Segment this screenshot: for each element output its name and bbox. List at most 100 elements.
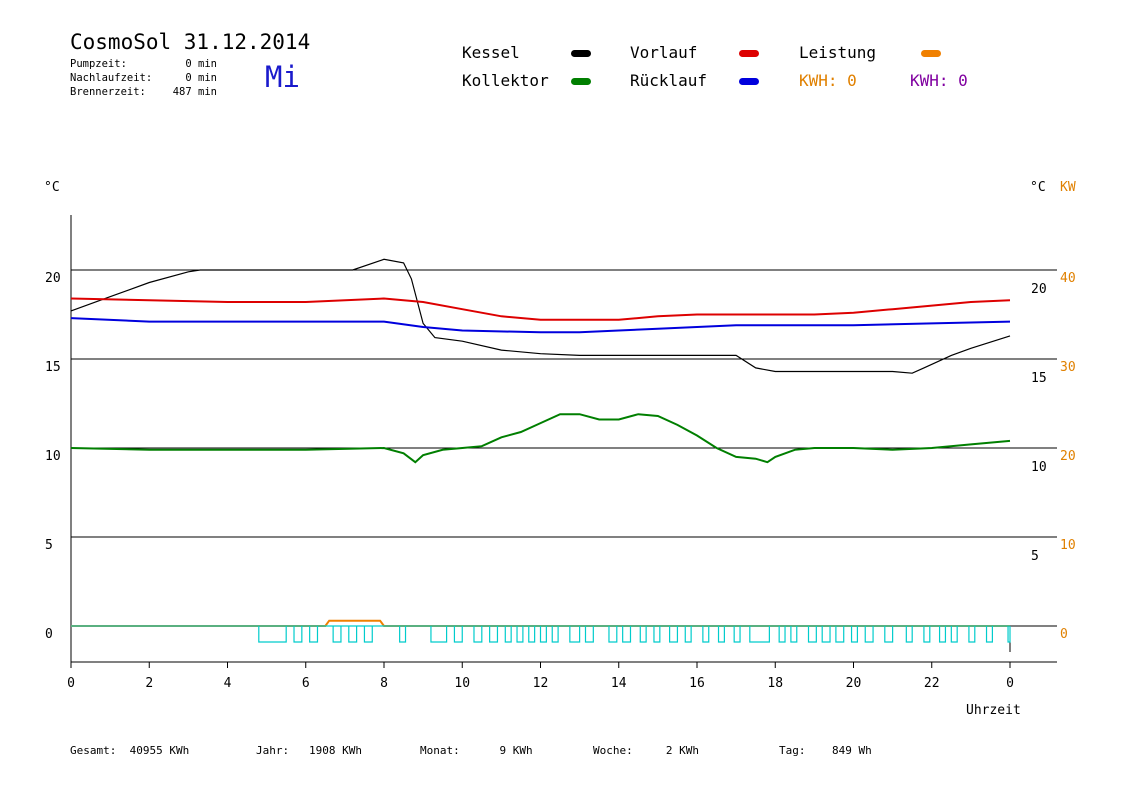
- pump-pulse: [653, 626, 661, 643]
- series-rcklauf: [70, 317, 1011, 334]
- series-vorlauf: [70, 297, 1011, 321]
- pump-pulse: [938, 626, 947, 643]
- pump-pulse: [790, 626, 798, 643]
- pump-pulse: [968, 626, 976, 643]
- pump-pulse: [639, 626, 647, 643]
- stat-nachlaufzeit-value: 0 min: [185, 72, 217, 84]
- pump-pulse: [348, 626, 358, 643]
- pump-pulse: [778, 626, 786, 643]
- legend-vorlauf-swatch: [739, 50, 759, 57]
- y-tick-kw: 20: [1060, 449, 1076, 464]
- temperature-chart: 0 2 4 6 8 10 12 14 16 18 20 22 0 0 5 10 15 20 5 10 15 20 0 10 20…: [44, 180, 1076, 718]
- pump-pulse: [821, 626, 831, 643]
- x-tick-label: 22: [924, 676, 940, 691]
- pump-pulse: [293, 626, 303, 643]
- legend-kollektor-swatch: [571, 78, 591, 85]
- series-kessel: [70, 258, 1011, 374]
- y-axis-label-right: °C: [1030, 180, 1046, 195]
- y-tick-kw: 30: [1060, 360, 1076, 375]
- y-tick-right: 15: [1031, 371, 1047, 386]
- pump-pulse: [950, 626, 958, 643]
- pump-pulse: [749, 626, 770, 643]
- legend-kessel-swatch: [571, 50, 591, 57]
- y-tick-left: 15: [45, 360, 61, 375]
- legend-kessel-label: Kessel: [462, 43, 520, 62]
- pump-pulse: [569, 626, 581, 643]
- legend-leistung-swatch: [921, 50, 941, 57]
- series-leistung: [71, 619, 1010, 627]
- y-axis-label-kw: KW: [1060, 180, 1076, 195]
- x-tick-label: 16: [689, 676, 705, 691]
- pump-pulse: [905, 626, 913, 643]
- footer-monat: Monat: 9 KWh: [420, 744, 533, 757]
- pump-pulse: [850, 626, 859, 643]
- x-tick-label: 0: [1006, 676, 1014, 691]
- pump-pulse: [985, 626, 993, 643]
- series-lines: [70, 258, 1011, 627]
- x-tick-label: 14: [611, 676, 627, 691]
- y-tick-left: 20: [45, 271, 61, 286]
- x-axis-label: Uhrzeit: [966, 703, 1021, 718]
- pump-pulse: [258, 626, 287, 643]
- y-tick-kw: 0: [1060, 627, 1068, 642]
- y-tick-right: 10: [1031, 460, 1047, 475]
- x-tick-label: 6: [302, 676, 310, 691]
- y-axis-label-left: °C: [44, 180, 60, 195]
- pump-pulse: [528, 626, 536, 643]
- stat-pumpzeit-value: 0 min: [185, 58, 217, 70]
- pump-pulse: [363, 626, 373, 643]
- pump-pulse: [884, 626, 894, 643]
- pump-pulse: [807, 626, 817, 643]
- stat-pumpzeit-label: Pumpzeit:: [70, 58, 127, 70]
- pump-pulse: [717, 626, 725, 643]
- legend-leistung-label: Leistung: [799, 43, 877, 62]
- x-tick-label: 18: [767, 676, 783, 691]
- legend-ruecklauf-swatch: [739, 78, 759, 85]
- legend-kwh-orange: KWH: 0: [799, 71, 857, 90]
- y-tick-kw: 10: [1060, 538, 1076, 553]
- x-tick-label: 8: [380, 676, 388, 691]
- x-tick-label: 4: [224, 676, 232, 691]
- pump-pulse: [835, 626, 845, 643]
- x-tick-label: 2: [145, 676, 153, 691]
- y-tick-left: 0: [45, 627, 53, 642]
- y-tick-kw: 40: [1060, 271, 1076, 286]
- footer-jahr: Jahr: 1908 KWh: [256, 744, 362, 757]
- pump-pulse: [309, 626, 319, 643]
- pump-pulse: [584, 626, 594, 643]
- legend-kollektor-label: Kollektor: [462, 71, 549, 90]
- pump-pulse: [669, 626, 679, 643]
- pump-pulse: [489, 626, 499, 643]
- pump-pulse: [622, 626, 632, 643]
- series-kollektor: [70, 413, 1011, 464]
- pump-pulse: [684, 626, 692, 643]
- legend-vorlauf-label: Vorlauf: [630, 43, 698, 62]
- pump-pulse: [733, 626, 741, 643]
- stat-nachlaufzeit-label: Nachlaufzeit:: [70, 72, 153, 84]
- pump-pulse: [608, 626, 618, 643]
- axes: [70, 215, 1057, 668]
- pump-pulse: [702, 626, 710, 643]
- pump-pulse: [551, 626, 559, 643]
- pump-pulse: [1007, 626, 1011, 643]
- pump-pulse: [399, 626, 407, 643]
- x-tick-label: 0: [67, 676, 75, 691]
- pump-pulse: [332, 626, 342, 643]
- weekday-label: Mi: [265, 60, 300, 94]
- y-tick-left: 10: [45, 449, 61, 464]
- pump-pulse: [430, 626, 448, 643]
- pump-pulse: [516, 626, 524, 643]
- pump-pulse: [473, 626, 483, 643]
- stat-brennerzeit-value: 487 min: [172, 86, 217, 98]
- pump-pulse: [504, 626, 512, 643]
- chart-title: CosmoSol 31.12.2014: [70, 30, 311, 54]
- stat-brennerzeit-label: Brennerzeit:: [70, 86, 146, 98]
- tick-labels: 0 2 4 6 8 10 12 14 16 18 20 22 0 0 5 10 15 20 5 10 15 20 0 10 20…: [44, 180, 1076, 718]
- pump-pulse: [453, 626, 463, 643]
- legend-kwh-purple: KWH: 0: [910, 71, 968, 90]
- pump-pulse: [539, 626, 547, 643]
- x-tick-label: 12: [533, 676, 549, 691]
- x-tick-label: 10: [454, 676, 470, 691]
- pump-pulses: [71, 625, 1011, 643]
- pump-pulse: [923, 626, 931, 643]
